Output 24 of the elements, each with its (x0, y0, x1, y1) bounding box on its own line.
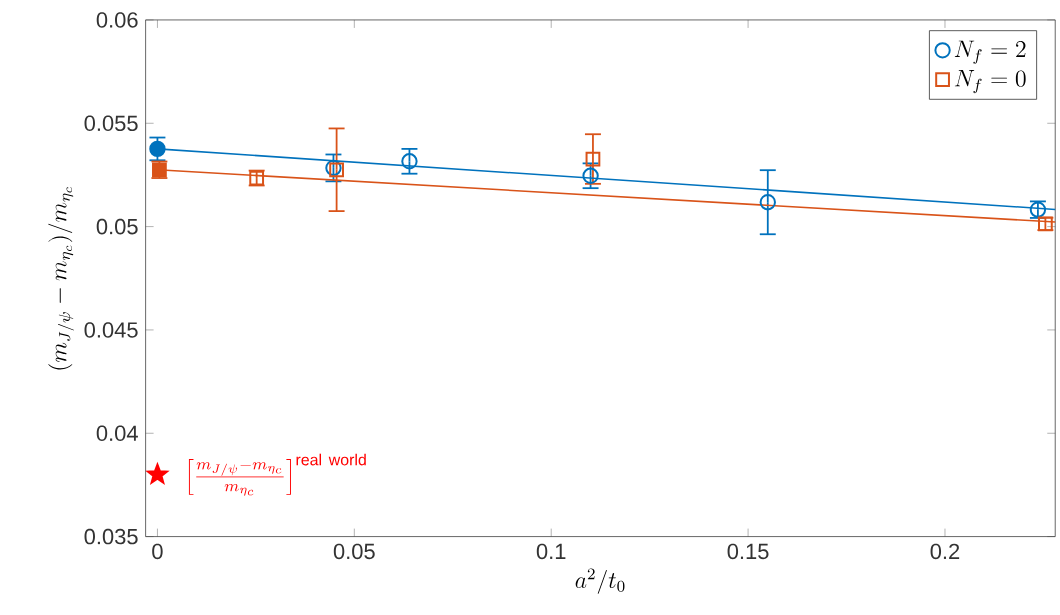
legend-label: $N_f = 0$ (954, 69, 1026, 93)
point (146, 463, 168, 484)
x-tick-label: 0 (152, 543, 163, 559)
x-tick-label: 0.2 (930, 543, 960, 559)
y-tick-label: 0.04 (96, 425, 138, 441)
x-tick-label: 0.15 (727, 543, 769, 559)
y-tick-label: 0.05 (96, 218, 138, 235)
point (582, 167, 599, 184)
x-tick-label: 0.05 (333, 543, 375, 559)
point (325, 159, 342, 176)
point (149, 140, 166, 157)
point (401, 152, 418, 170)
x-tick-label: 0.1 (536, 543, 566, 559)
point (759, 193, 776, 211)
legend-label: $N_f = 2$ (954, 40, 1026, 64)
x-axis-title: $a^2/t_0$ (575, 568, 625, 594)
y-axis-title: $(m_{J/\psi}-m_{\eta_c})/m_{\eta_c}$ (48, 186, 74, 370)
annotation: $\left[\frac{m_{J/\psi}-m_{\eta_c}}{m_{\eta_c}}\right]^{\mathrm{real\ world}}$ (188, 453, 366, 496)
y-tick-label: 0.055 (84, 115, 138, 131)
y-tick-label: 0.06 (96, 12, 138, 28)
point (329, 162, 344, 177)
y-tick-label: 0.045 (84, 322, 138, 338)
y-tick-label: 0.035 (84, 528, 138, 545)
point (585, 151, 601, 167)
